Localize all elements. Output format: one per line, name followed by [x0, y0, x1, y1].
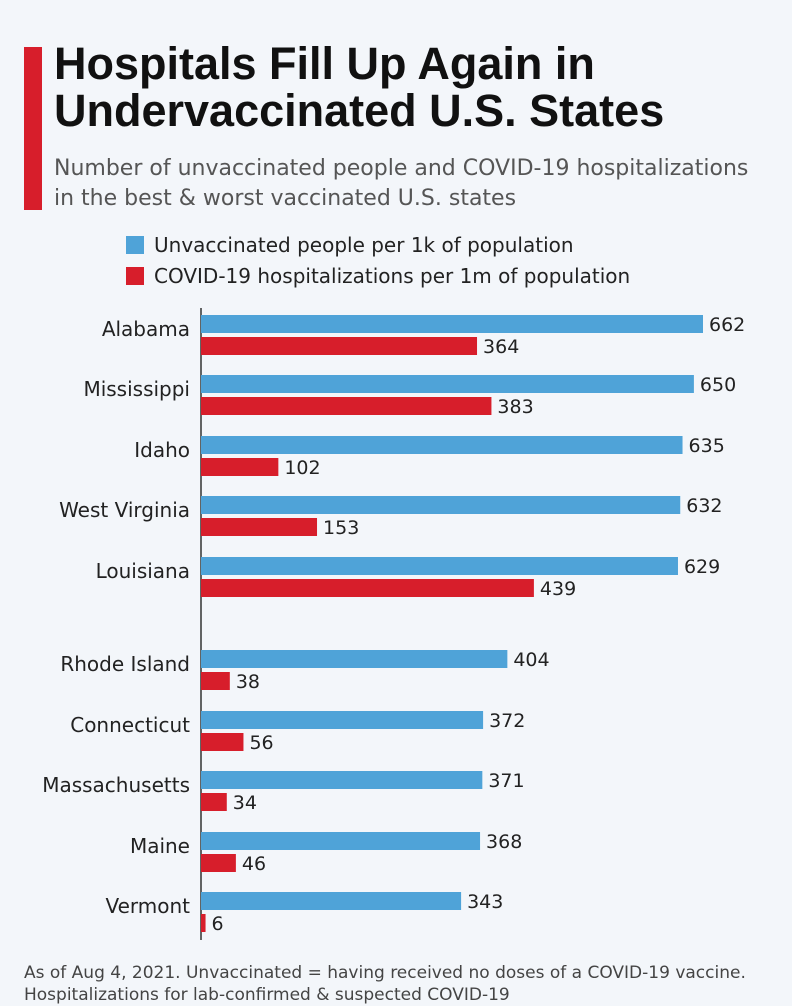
bar-hospitalizations-idaho — [201, 458, 279, 476]
category-label-rhode-island: Rhode Island — [60, 652, 190, 676]
bar-hospitalizations-west-virginia — [201, 518, 318, 536]
legend-item-unvaccinated: Unvaccinated people per 1k of population — [126, 229, 630, 260]
bar-hospitalizations-connecticut — [201, 733, 244, 751]
footer: As of Aug 4, 2021. Unvaccinated = having… — [24, 962, 792, 1006]
bar-unvaccinated-massachusetts — [201, 771, 483, 789]
value-label-hospitalizations-alabama: 364 — [483, 336, 519, 358]
bar-unvaccinated-louisiana — [201, 557, 678, 575]
value-label-unvaccinated-rhode-island: 404 — [513, 649, 549, 671]
value-label-hospitalizations-idaho: 102 — [284, 457, 320, 479]
value-label-hospitalizations-vermont: 6 — [212, 913, 224, 935]
category-label-maine: Maine — [130, 834, 190, 858]
legend-swatch-hospitalizations — [126, 266, 144, 285]
value-label-hospitalizations-massachusetts: 34 — [233, 792, 257, 814]
bar-unvaccinated-maine — [201, 832, 481, 850]
value-label-unvaccinated-west-virginia: 632 — [686, 495, 722, 517]
bar-hospitalizations-massachusetts — [201, 793, 227, 811]
value-label-hospitalizations-west-virginia: 153 — [323, 517, 359, 539]
bar-unvaccinated-connecticut — [201, 711, 484, 729]
legend: Unvaccinated people per 1k of population… — [126, 229, 630, 291]
bar-unvaccinated-alabama — [201, 315, 703, 333]
bar-unvaccinated-rhode-island — [201, 650, 508, 668]
bar-hospitalizations-maine — [201, 854, 236, 872]
bar-hospitalizations-rhode-island — [201, 672, 230, 690]
category-label-massachusetts: Massachusetts — [42, 773, 190, 797]
bar-hospitalizations-mississippi — [201, 397, 492, 415]
category-label-idaho: Idaho — [134, 438, 190, 462]
bar-unvaccinated-idaho — [201, 436, 683, 454]
value-label-hospitalizations-rhode-island: 38 — [236, 671, 260, 693]
value-label-unvaccinated-maine: 368 — [486, 831, 522, 853]
chart-title: Hospitals Fill Up Again in Undervaccinat… — [54, 38, 665, 136]
value-label-unvaccinated-connecticut: 372 — [489, 710, 525, 732]
legend-label-hospitalizations: COVID-19 hospitalizations per 1m of popu… — [154, 263, 631, 288]
category-label-alabama: Alabama — [102, 317, 190, 341]
bar-unvaccinated-west-virginia — [201, 496, 681, 514]
value-label-hospitalizations-connecticut: 56 — [249, 732, 273, 754]
value-label-hospitalizations-mississippi: 383 — [497, 396, 533, 418]
legend-label-unvaccinated: Unvaccinated people per 1k of population — [154, 232, 574, 257]
chart-subtitle: Number of unvaccinated people and COVID-… — [54, 156, 749, 211]
footer-note-2: Hospitalizations for lab-confirmed & sus… — [24, 985, 510, 1005]
bar-unvaccinated-mississippi — [201, 375, 694, 393]
category-label-louisiana: Louisiana — [96, 559, 190, 583]
value-label-unvaccinated-louisiana: 629 — [684, 556, 720, 578]
value-label-hospitalizations-louisiana: 439 — [540, 578, 576, 600]
category-label-vermont: Vermont — [105, 894, 190, 918]
value-label-unvaccinated-alabama: 662 — [709, 314, 745, 336]
footer-note: As of Aug 4, 2021. Unvaccinated = having… — [24, 963, 746, 983]
bar-hospitalizations-vermont — [201, 914, 206, 932]
category-label-connecticut: Connecticut — [70, 713, 190, 737]
category-label-west-virginia: West Virginia — [59, 498, 190, 522]
bar-unvaccinated-vermont — [201, 892, 462, 910]
value-label-unvaccinated-idaho: 635 — [689, 435, 725, 457]
value-label-unvaccinated-vermont: 343 — [467, 891, 503, 913]
bar-hospitalizations-alabama — [201, 337, 478, 355]
bar-hospitalizations-louisiana — [201, 579, 534, 597]
value-label-hospitalizations-maine: 46 — [242, 853, 266, 875]
legend-item-hospitalizations: COVID-19 hospitalizations per 1m of popu… — [126, 260, 630, 291]
category-label-mississippi: Mississippi — [83, 377, 190, 401]
legend-swatch-unvaccinated — [126, 235, 144, 254]
value-label-unvaccinated-mississippi: 650 — [700, 374, 736, 396]
value-label-unvaccinated-massachusetts: 371 — [488, 770, 524, 792]
accent-bar — [24, 47, 42, 210]
